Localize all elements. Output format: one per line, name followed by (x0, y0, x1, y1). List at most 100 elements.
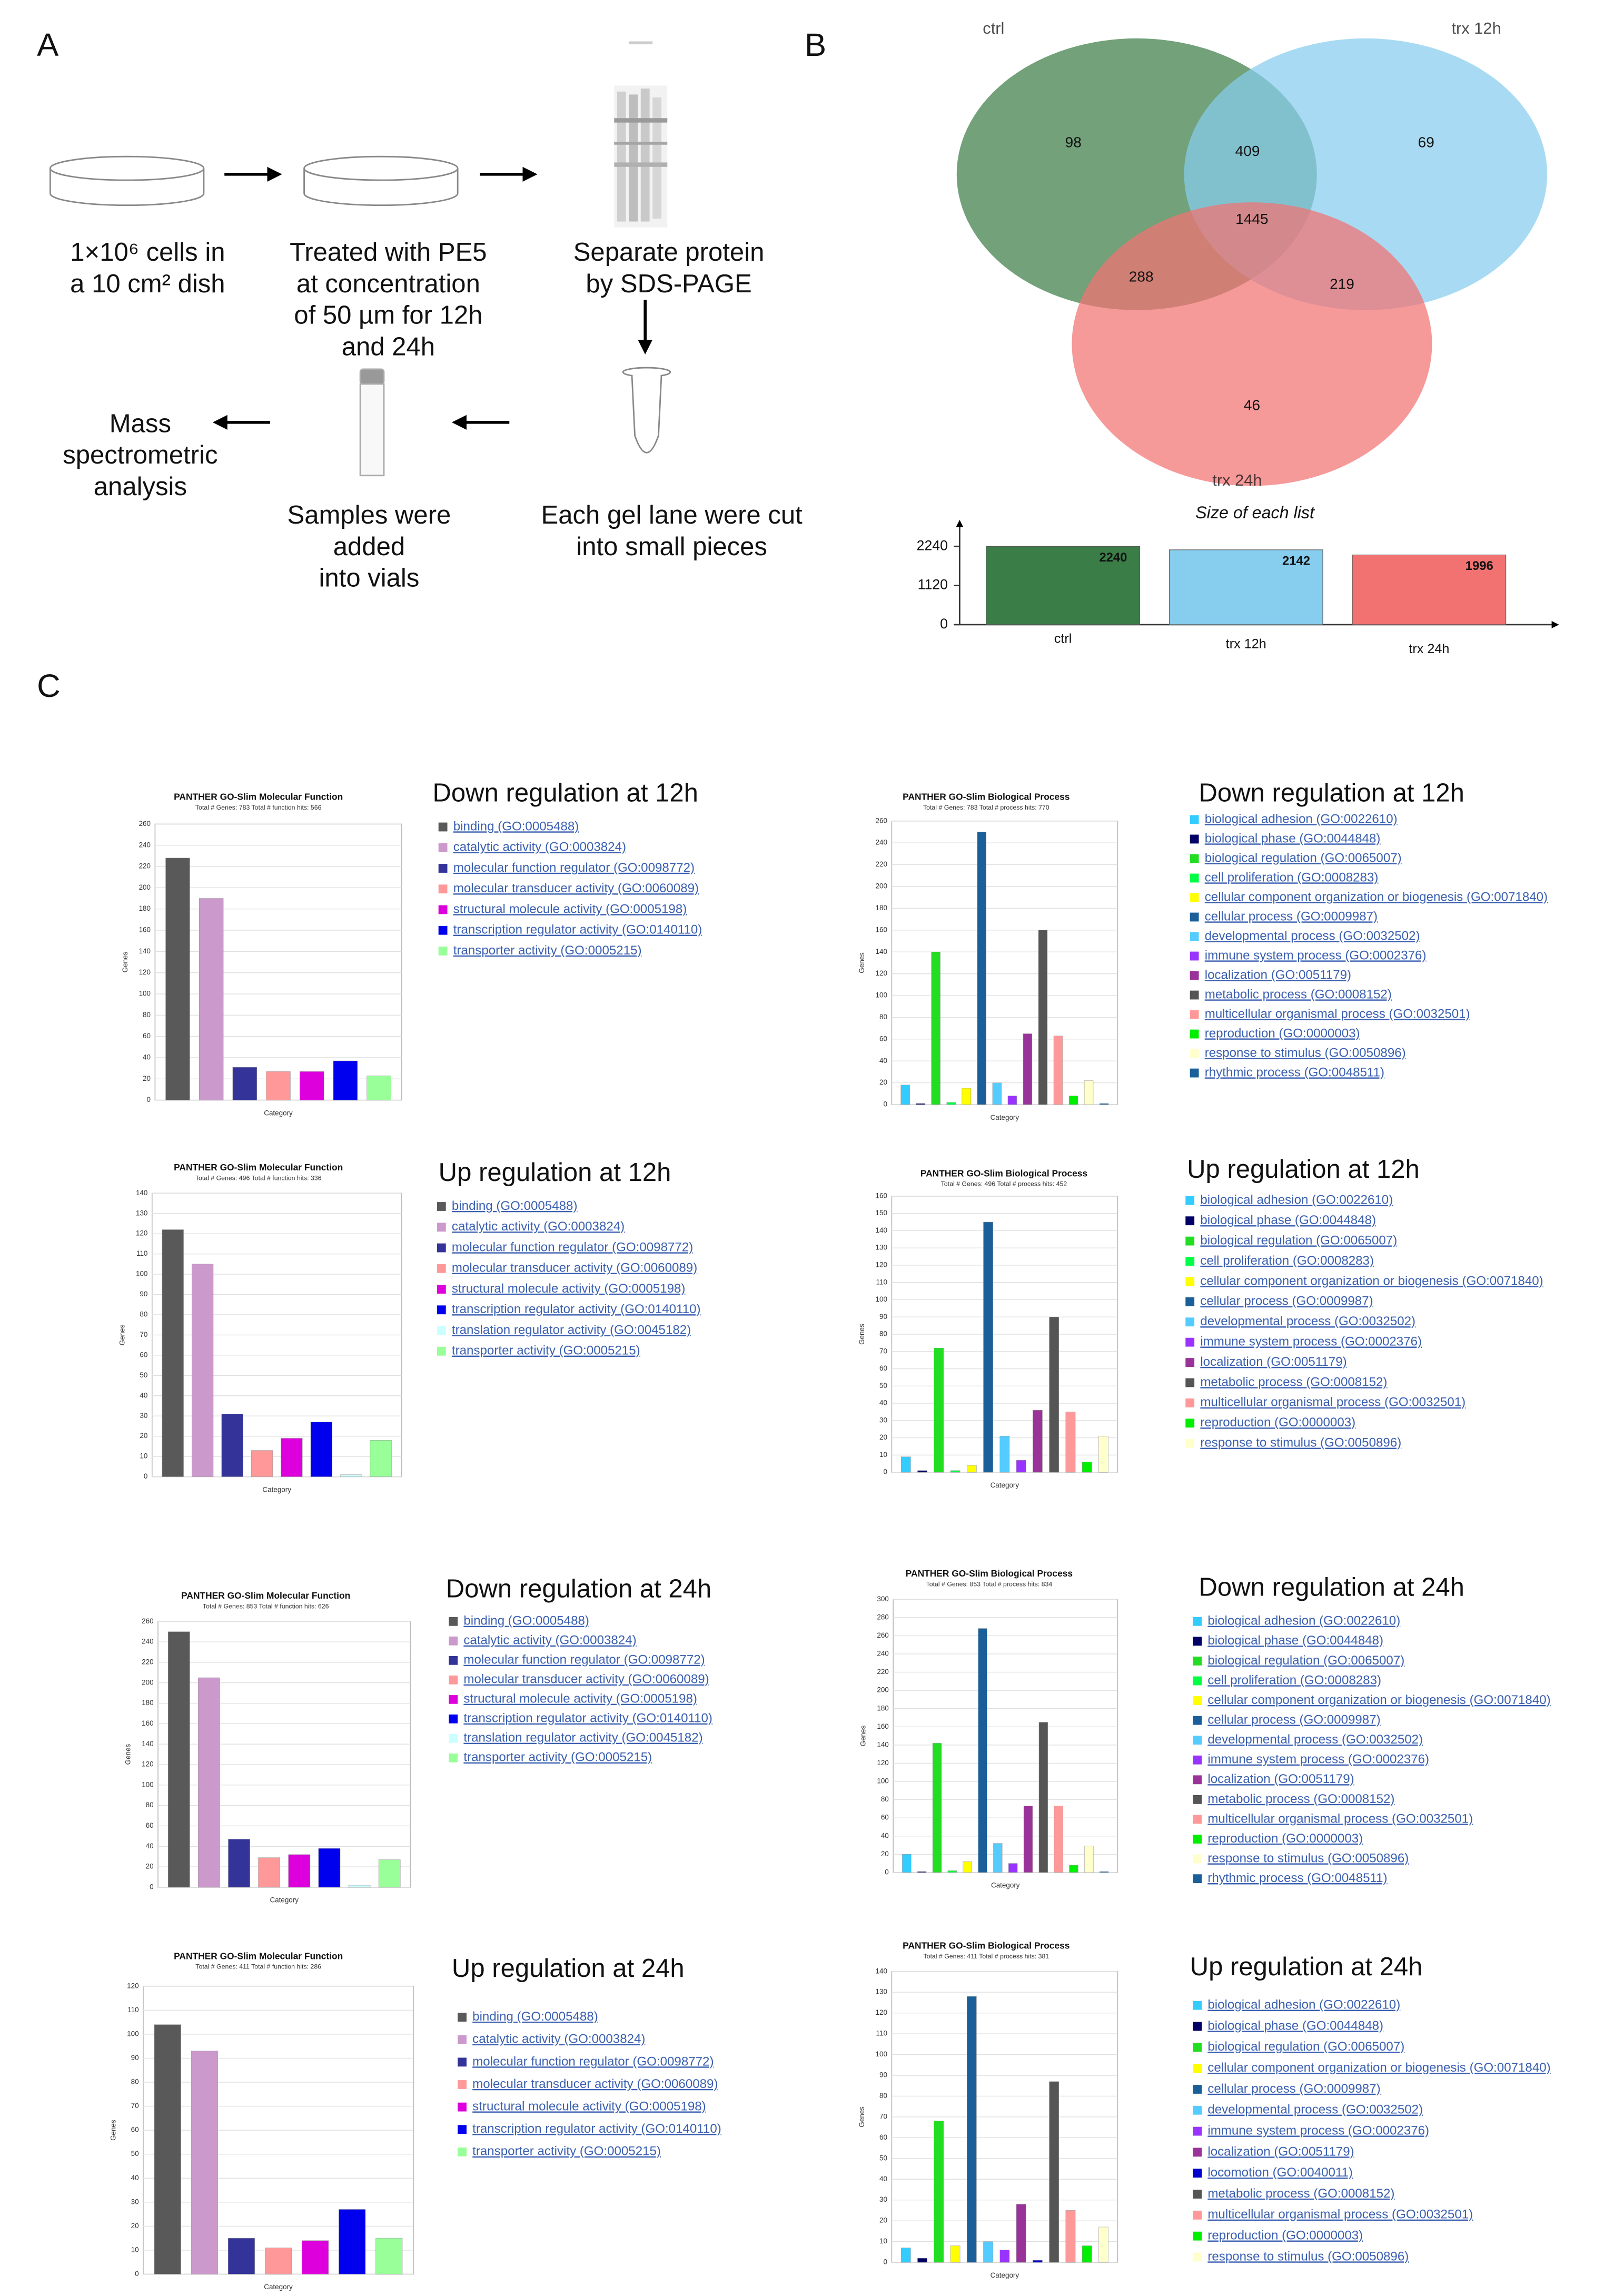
y-tick-label: 60 (881, 1814, 889, 1821)
legend-entry: response to stimulus (GO:0050896) (1207, 1851, 1409, 1865)
legend-swatch (1185, 1358, 1195, 1367)
bar (1352, 554, 1507, 625)
chart-subtitle: Total # Genes: 411 Total # function hits… (195, 1963, 321, 1971)
legend-swatch (1193, 2001, 1202, 2010)
legend-entry: molecular transducer activity (GO:006008… (453, 881, 699, 895)
legend-swatch (1193, 2252, 1202, 2262)
legend-swatch (437, 1264, 446, 1273)
panel-label: A (37, 27, 58, 63)
bar (1082, 2245, 1092, 2263)
legend-entry: molecular function regulator (GO:0098772… (452, 1240, 693, 1254)
y-tick-label: 0 (940, 616, 948, 632)
go-chart: PANTHER GO-Slim Molecular FunctionTotal … (118, 1158, 700, 1494)
legend-entry: metabolic process (GO:0008152) (1200, 1375, 1387, 1389)
bar (1054, 1806, 1063, 1873)
bar (375, 2238, 403, 2274)
x-axis-label: Category (991, 1114, 1019, 1121)
legend-swatch (458, 2035, 467, 2044)
x-axis-label: Category (270, 1896, 299, 1904)
legend-entry: metabolic process (GO:0008152) (1207, 2186, 1394, 2201)
y-axis-label: Genes (121, 951, 129, 972)
legend-swatch (458, 2102, 467, 2112)
chart-title: Size of each list (1195, 503, 1315, 522)
bar (339, 2209, 366, 2274)
legend-swatch (1193, 2169, 1202, 2178)
bar (251, 1450, 273, 1477)
legend-entry: localization (GO:0051179) (1207, 1772, 1354, 1786)
legend-swatch (449, 1636, 458, 1646)
legend-swatch (449, 1656, 458, 1665)
legend-swatch (1185, 1297, 1195, 1306)
legend-entry: binding (GO:0005488) (463, 1614, 589, 1628)
legend-entry: multicellular organismal process (GO:003… (1200, 1395, 1465, 1410)
legend-entry: localization (GO:0051179) (1200, 1355, 1346, 1369)
x-axis-label: Category (264, 2283, 293, 2291)
y-tick-label: 80 (143, 1011, 151, 1019)
legend-entry: molecular transducer activity (GO:006008… (463, 1672, 709, 1687)
step-text: by SDS-PAGE (586, 270, 751, 298)
legend-entry: biological adhesion (GO:0022610) (1207, 1998, 1400, 2012)
y-tick-label: 200 (139, 883, 151, 891)
legend-swatch (1193, 2064, 1202, 2073)
y-tick-label: 90 (879, 2071, 887, 2079)
chart-heading: Down regulation at 24h (446, 1574, 711, 1603)
bar (932, 1743, 942, 1873)
x-axis-label: Category (262, 1485, 291, 1493)
y-axis-label: Genes (109, 2120, 117, 2141)
legend-entry: reproduction (GO:0000003) (1207, 1831, 1363, 1846)
panel-label: C (37, 668, 61, 704)
chart-title: PANTHER GO-Slim Molecular Function (174, 1162, 343, 1173)
y-tick-label: 40 (143, 1053, 151, 1061)
y-tick-label: 10 (140, 1452, 147, 1460)
y-tick-label: 180 (877, 1704, 888, 1712)
dish-icon (303, 155, 459, 206)
bar (947, 1870, 957, 1873)
bar (162, 1229, 184, 1477)
legend-entry: transcription regulator activity (GO:014… (463, 1711, 712, 1726)
y-tick-label: 100 (876, 1295, 887, 1303)
go-chart: PANTHER GO-Slim Biological Process Total … (858, 1941, 1551, 2279)
y-tick-label: 20 (879, 1078, 887, 1086)
legend-entry: translation regulator activity (GO:00451… (452, 1323, 691, 1337)
x-axis-label: Category (991, 1481, 1019, 1489)
bar (221, 1414, 243, 1477)
bar (1023, 1806, 1033, 1873)
legend-entry: biological phase (GO:0044848) (1200, 1213, 1376, 1227)
y-tick-label: 80 (879, 1013, 887, 1021)
legend-swatch (1190, 932, 1199, 941)
legend-entry: catalytic activity (GO:0003824) (472, 2032, 645, 2046)
chart-title: PANTHER GO-Slim Molecular Function (174, 792, 343, 802)
bar (227, 2238, 255, 2274)
bar (1084, 1080, 1094, 1105)
y-tick-label: 160 (876, 925, 887, 933)
tube-icon (622, 367, 671, 454)
legend-entry: structural molecule activity (GO:0005198… (452, 1282, 686, 1296)
x-tick-label: ctrl (1054, 632, 1072, 646)
legend-entry: transporter activity (GO:0005215) (472, 2144, 661, 2159)
y-tick-label: 20 (879, 1433, 887, 1441)
legend-swatch (437, 1326, 446, 1335)
y-tick-label: 140 (136, 1189, 147, 1197)
y-tick-label: 20 (881, 1850, 889, 1858)
legend-entry: cellular component organization or bioge… (1207, 1693, 1550, 1707)
x-axis-label: Category (991, 1882, 1020, 1889)
go-chart: PANTHER GO-Slim Biological Process Total … (858, 779, 1548, 1121)
legend-entry: immune system process (GO:0002376) (1207, 1752, 1429, 1767)
legend-entry: reproduction (GO:0000003) (1207, 2229, 1363, 2243)
bar (1169, 549, 1323, 625)
legend-entry: molecular function regulator (GO:0098772… (463, 1653, 705, 1667)
legend-entry: biological regulation (GO:0065007) (1207, 2040, 1404, 2054)
legend-swatch (1193, 1775, 1202, 1785)
legend-entry: catalytic activity (GO:0003824) (463, 1633, 636, 1648)
legend-entry: transporter activity (GO:0005215) (452, 1344, 640, 1358)
y-tick-label: 220 (877, 1668, 888, 1676)
y-tick-label: 120 (876, 1260, 887, 1268)
y-tick-label: 60 (131, 2126, 139, 2134)
legend-entry: translation regulator activity (GO:00451… (463, 1731, 702, 1745)
y-tick-label: 30 (879, 2195, 887, 2203)
y-tick-label: 110 (136, 1249, 147, 1257)
legend-entry: developmental process (GO:0032502) (1205, 929, 1420, 943)
bar (977, 832, 987, 1105)
step-text: into small pieces (576, 533, 767, 561)
